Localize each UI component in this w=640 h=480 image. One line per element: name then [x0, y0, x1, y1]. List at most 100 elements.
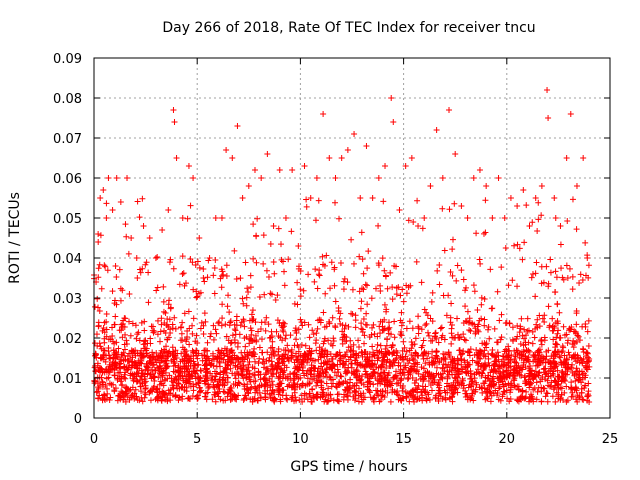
data-point — [245, 289, 252, 296]
data-point — [585, 262, 592, 269]
data-point — [569, 273, 576, 280]
data-point — [322, 369, 329, 376]
data-point — [478, 372, 485, 379]
data-point — [224, 393, 231, 400]
data-point — [571, 328, 578, 335]
data-point — [320, 111, 327, 117]
data-point — [250, 221, 257, 228]
data-point — [413, 396, 420, 403]
data-point — [580, 346, 587, 353]
data-point — [245, 183, 252, 189]
data-point — [101, 319, 108, 326]
data-point — [388, 331, 395, 338]
data-point — [538, 183, 545, 189]
data-point — [107, 394, 114, 401]
data-point — [179, 253, 186, 260]
data-point — [446, 107, 453, 113]
data-point — [350, 383, 357, 390]
data-point — [552, 268, 559, 275]
data-point — [154, 395, 161, 402]
data-point — [383, 364, 390, 371]
data-point — [396, 207, 403, 213]
data-point — [124, 394, 131, 401]
data-point — [243, 366, 250, 373]
data-point — [200, 322, 207, 329]
data-point — [157, 328, 164, 335]
data-point — [397, 370, 404, 377]
data-point — [237, 360, 244, 367]
data-point — [450, 367, 457, 374]
data-point — [210, 381, 217, 388]
data-point — [432, 329, 439, 336]
data-point — [435, 387, 442, 394]
data-point — [134, 275, 141, 281]
data-point — [193, 393, 200, 400]
data-point — [241, 386, 248, 393]
data-point — [564, 397, 571, 404]
data-point — [334, 351, 341, 358]
data-point — [218, 284, 225, 291]
data-point — [253, 259, 260, 266]
data-point — [326, 373, 333, 380]
data-point — [176, 281, 183, 288]
data-point — [517, 351, 524, 358]
data-point — [359, 256, 366, 263]
data-point — [181, 310, 188, 317]
data-point — [514, 283, 521, 290]
data-point — [189, 259, 196, 266]
data-point — [566, 325, 573, 332]
data-point — [151, 373, 158, 380]
data-point — [481, 340, 488, 347]
data-point — [404, 375, 411, 382]
data-point — [496, 362, 503, 369]
data-point — [280, 347, 287, 354]
data-point — [497, 336, 504, 343]
data-point — [193, 347, 200, 354]
data-point — [95, 231, 102, 237]
data-point — [268, 358, 275, 365]
data-point — [129, 384, 136, 391]
data-point — [113, 339, 120, 346]
data-point — [410, 356, 417, 363]
data-point — [246, 370, 253, 377]
data-point — [413, 258, 420, 265]
data-point — [269, 344, 276, 351]
data-point — [418, 279, 425, 286]
data-point — [476, 256, 483, 263]
data-point — [141, 345, 148, 352]
data-point — [280, 319, 287, 326]
data-point — [444, 389, 451, 396]
data-point — [246, 340, 253, 347]
data-point — [167, 256, 174, 263]
data-point — [454, 262, 461, 269]
data-point — [323, 366, 330, 373]
data-point — [268, 328, 275, 335]
data-point — [485, 326, 492, 333]
data-point — [249, 351, 256, 358]
data-point — [175, 369, 182, 376]
data-point — [571, 340, 578, 347]
data-point — [528, 274, 535, 281]
data-point — [573, 365, 580, 372]
data-point — [393, 380, 400, 387]
data-point — [226, 386, 233, 393]
data-point — [309, 327, 316, 334]
data-point — [317, 378, 324, 385]
data-point — [297, 374, 304, 381]
data-point — [103, 215, 110, 221]
data-point — [458, 381, 465, 388]
data-point — [258, 319, 265, 326]
data-point — [156, 381, 163, 388]
data-point — [298, 382, 305, 389]
data-point — [450, 379, 457, 386]
data-point — [360, 270, 367, 277]
data-point — [249, 317, 256, 324]
data-point — [218, 215, 225, 221]
data-point — [256, 344, 263, 351]
data-point — [127, 372, 134, 379]
data-point — [439, 205, 446, 212]
data-point — [320, 392, 327, 399]
data-point — [492, 358, 499, 365]
data-point — [542, 359, 549, 366]
data-point — [114, 376, 121, 383]
